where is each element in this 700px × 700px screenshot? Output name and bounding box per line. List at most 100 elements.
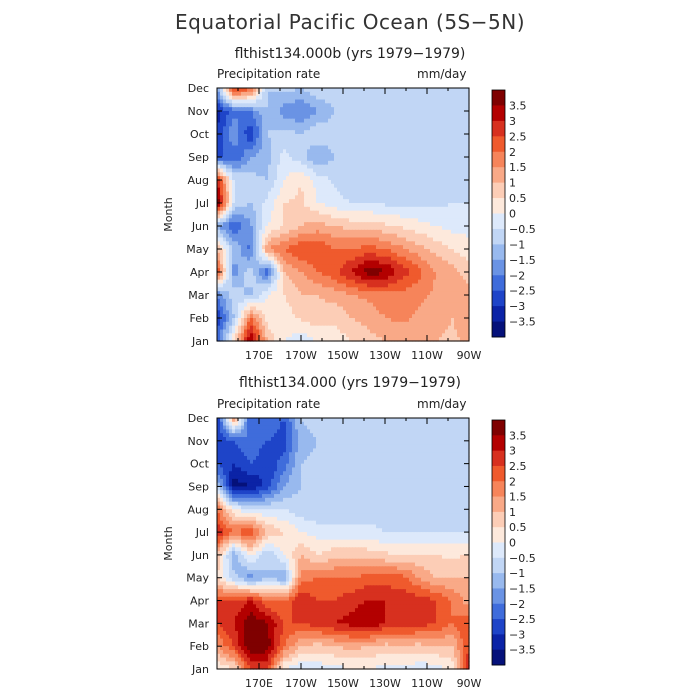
heatmap-cell <box>358 195 362 200</box>
heatmap-cell <box>235 91 239 97</box>
heatmap-cell <box>283 306 287 311</box>
heatmap-cell <box>250 118 254 124</box>
heatmap-cell <box>250 168 254 173</box>
heatmap-cell <box>400 203 404 208</box>
heatmap-cell <box>466 153 470 158</box>
heatmap-cell <box>334 172 338 177</box>
heatmap-cell <box>445 264 449 269</box>
heatmap-cell <box>340 126 344 131</box>
heatmap-cell <box>358 203 362 208</box>
heatmap-cell <box>238 226 242 231</box>
heatmap-cell <box>262 157 266 162</box>
heatmap-cell <box>406 88 410 93</box>
heatmap-cell <box>226 134 230 139</box>
heatmap-cell <box>397 145 401 150</box>
heatmap-cell <box>229 222 233 227</box>
heatmap-cell <box>355 287 359 292</box>
heatmap-cell <box>352 95 356 101</box>
heatmap-cell <box>415 272 419 277</box>
heatmap-cell <box>280 306 284 311</box>
heatmap-cell <box>370 264 374 269</box>
heatmap-cell <box>403 306 407 311</box>
heatmap-cell <box>463 302 467 308</box>
heatmap-cell <box>424 233 428 239</box>
heatmap-cell <box>403 226 407 231</box>
heatmap-cell <box>340 206 344 212</box>
heatmap-cell <box>325 218 329 223</box>
heatmap-cell <box>292 302 296 308</box>
heatmap-cell <box>412 99 416 104</box>
heatmap-cell <box>397 111 401 116</box>
heatmap-cell <box>316 195 320 200</box>
heatmap-cell <box>436 210 440 216</box>
heatmap-cell <box>247 256 251 262</box>
heatmap-cell <box>466 260 470 265</box>
heatmap-cell <box>370 176 374 181</box>
heatmap-cell <box>328 111 332 116</box>
heatmap-cell <box>463 187 467 193</box>
heatmap-cell <box>322 160 326 166</box>
heatmap-cell <box>313 176 317 181</box>
heatmap-cell <box>316 218 320 223</box>
heatmap-cell <box>256 245 260 250</box>
heatmap-cell <box>268 118 272 124</box>
heatmap-cell <box>220 176 224 181</box>
heatmap-cell <box>340 160 344 166</box>
heatmap-cell <box>466 302 470 308</box>
heatmap-cell <box>427 264 431 269</box>
heatmap-cell <box>313 295 317 300</box>
heatmap-cell <box>388 180 392 185</box>
heatmap-cell <box>391 226 395 231</box>
heatmap-cell <box>463 245 467 250</box>
heatmap-cell <box>367 168 371 173</box>
heatmap-cell <box>451 95 455 101</box>
heatmap-cell <box>313 122 317 127</box>
heatmap-cell <box>337 226 341 231</box>
heatmap-cell <box>445 233 449 239</box>
heatmap-cell <box>343 237 347 242</box>
heatmap-cell <box>388 91 392 97</box>
heatmap-cell <box>358 199 362 204</box>
heatmap-cell <box>274 306 278 311</box>
heatmap-cell <box>427 226 431 231</box>
panel-2-unit-label: mm/day <box>417 397 467 411</box>
heatmap-cell <box>430 268 434 273</box>
heatmap-cell <box>379 268 383 273</box>
heatmap-cell <box>367 137 371 143</box>
heatmap-cell <box>409 260 413 265</box>
heatmap-cell <box>238 176 242 181</box>
heatmap-cell <box>373 168 377 173</box>
heatmap-cell <box>256 210 260 216</box>
heatmap-cell <box>280 260 284 265</box>
heatmap-cell <box>340 229 344 235</box>
heatmap-cell <box>364 134 368 139</box>
heatmap-cell <box>310 99 314 104</box>
heatmap-cell <box>289 88 293 93</box>
heatmap-cell <box>241 88 245 93</box>
heatmap-cell <box>436 245 440 250</box>
heatmap-cell <box>424 272 428 277</box>
heatmap-cell <box>376 241 380 246</box>
heatmap-cell <box>457 264 461 269</box>
heatmap-cell <box>310 252 314 258</box>
heatmap-cell <box>412 160 416 166</box>
heatmap-cell <box>316 95 320 101</box>
heatmap-cell <box>229 279 233 285</box>
heatmap-cell <box>262 302 266 308</box>
heatmap-cell <box>331 99 335 104</box>
heatmap-cell <box>352 199 356 204</box>
heatmap-cell <box>304 180 308 185</box>
heatmap-cell <box>256 287 260 292</box>
heatmap-cell <box>421 187 425 193</box>
heatmap-cell <box>343 287 347 292</box>
heatmap-cell <box>361 272 365 277</box>
heatmap-cell <box>328 287 332 292</box>
heatmap-cell <box>316 226 320 231</box>
heatmap-cell <box>397 99 401 104</box>
heatmap-cell <box>367 256 371 262</box>
heatmap-cell <box>325 229 329 235</box>
heatmap-cell <box>277 245 281 250</box>
heatmap-cell <box>274 256 278 262</box>
heatmap-cell <box>400 275 404 281</box>
heatmap-cell <box>319 283 323 288</box>
